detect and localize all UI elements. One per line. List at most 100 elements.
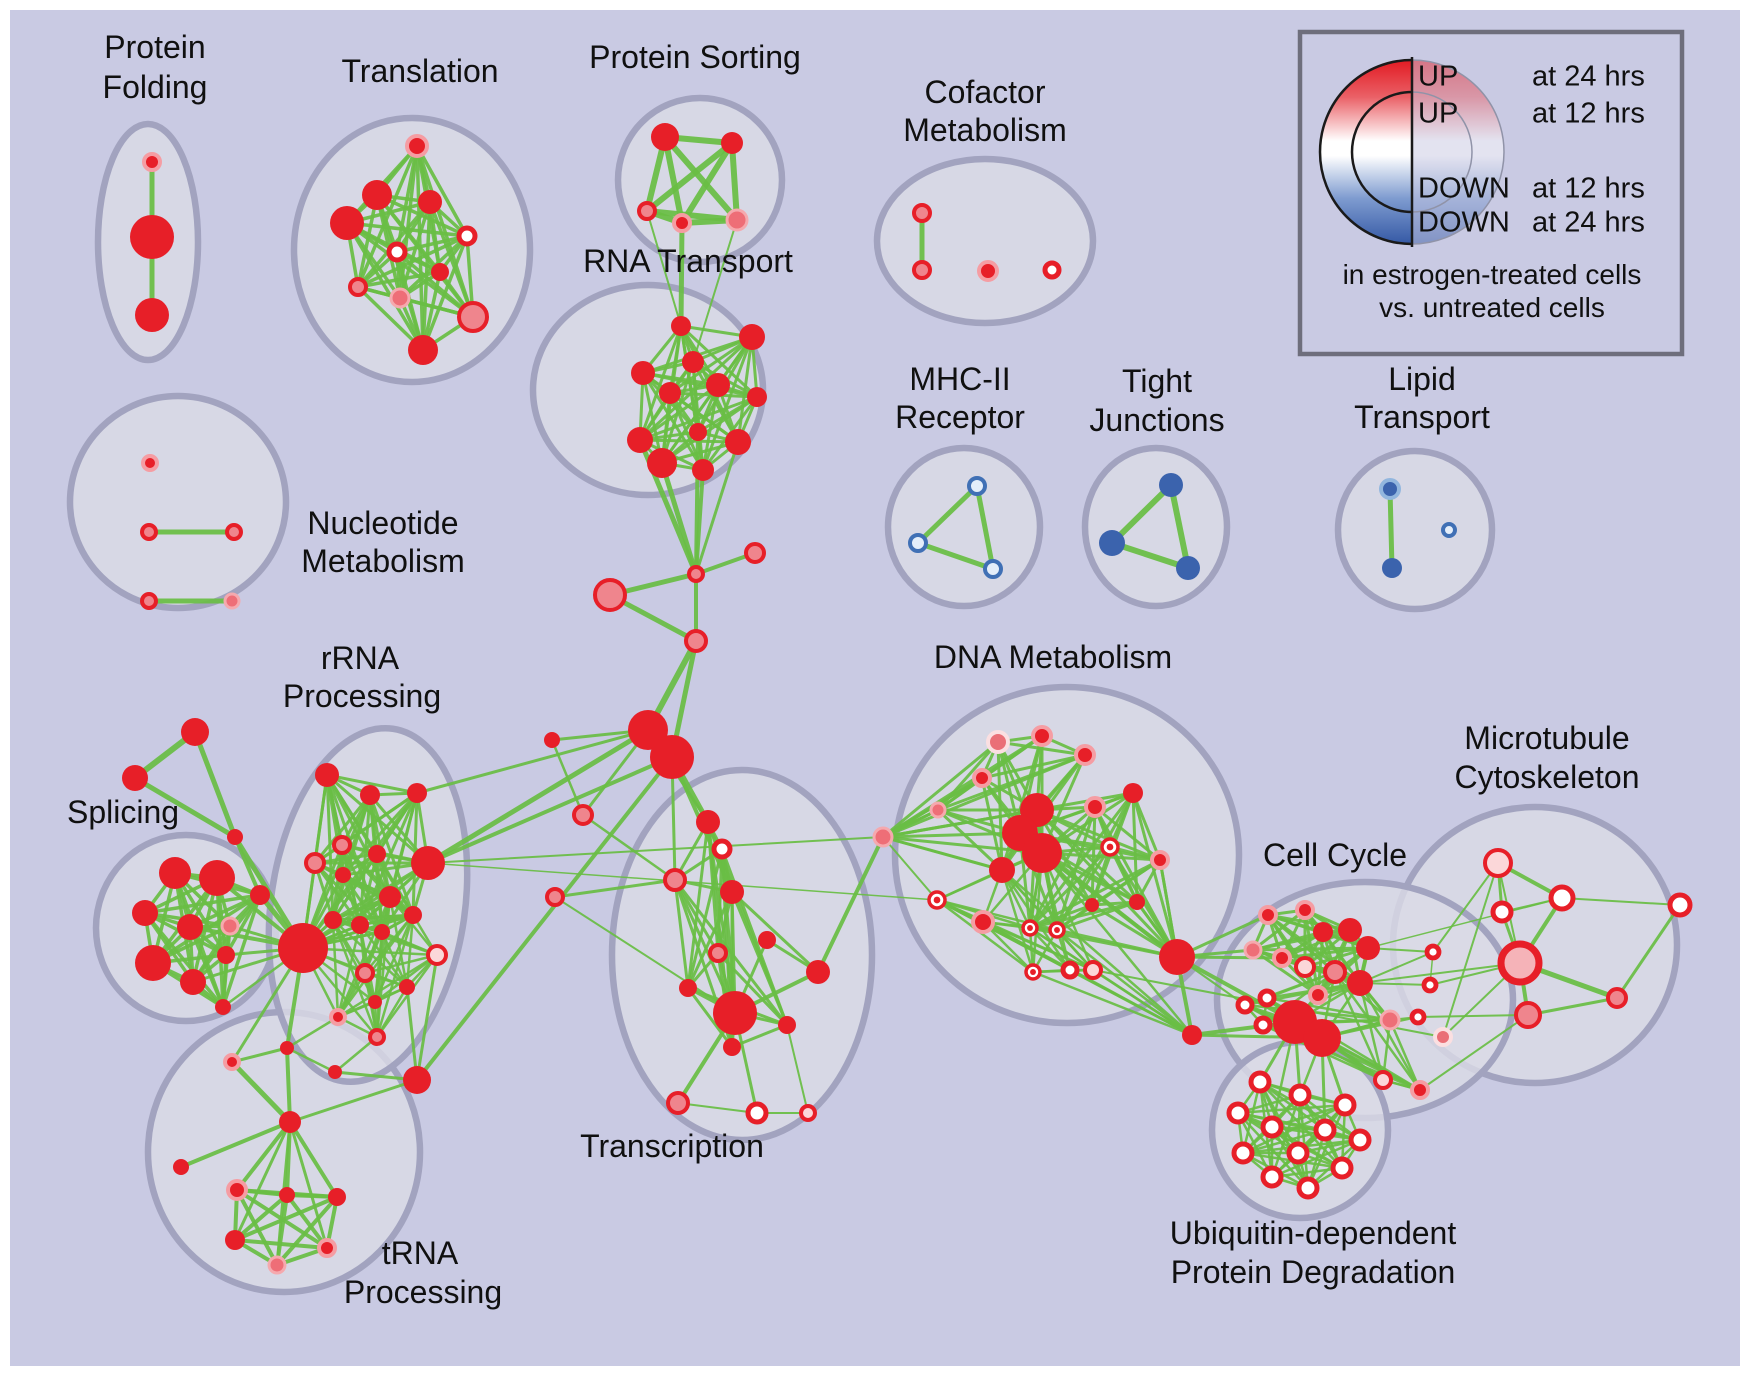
network-node[interactable]	[1382, 558, 1402, 578]
network-node[interactable]	[122, 765, 148, 791]
network-node[interactable]	[141, 454, 159, 472]
network-node[interactable]	[1129, 894, 1145, 910]
network-node[interactable]	[778, 1016, 796, 1034]
network-node[interactable]	[659, 382, 681, 404]
network-node[interactable]	[225, 523, 243, 541]
network-node[interactable]	[405, 134, 429, 158]
network-node[interactable]	[666, 1091, 690, 1115]
network-node[interactable]	[912, 260, 932, 280]
network-node[interactable]	[1123, 783, 1143, 803]
network-node[interactable]	[929, 801, 947, 819]
network-node[interactable]	[1409, 1008, 1427, 1026]
network-node[interactable]	[1424, 943, 1442, 961]
network-node[interactable]	[408, 335, 438, 365]
network-node[interactable]	[199, 860, 235, 896]
network-node[interactable]	[1022, 833, 1062, 873]
network-node[interactable]	[806, 960, 830, 984]
network-node[interactable]	[1074, 744, 1096, 766]
network-node[interactable]	[1159, 473, 1183, 497]
network-node[interactable]	[329, 1008, 347, 1026]
network-node[interactable]	[411, 846, 445, 880]
network-node[interactable]	[725, 208, 749, 232]
network-node[interactable]	[403, 1066, 431, 1094]
network-node[interactable]	[135, 945, 171, 981]
network-node[interactable]	[651, 123, 679, 151]
network-node[interactable]	[328, 1188, 346, 1206]
network-node[interactable]	[223, 592, 241, 610]
network-node[interactable]	[267, 1255, 287, 1275]
network-node[interactable]	[1253, 1015, 1273, 1035]
network-node[interactable]	[647, 448, 677, 478]
network-node[interactable]	[374, 924, 390, 940]
network-node[interactable]	[1182, 1025, 1202, 1045]
network-node[interactable]	[799, 1104, 817, 1122]
network-node[interactable]	[908, 533, 928, 553]
network-node[interactable]	[173, 1159, 189, 1175]
network-node[interactable]	[407, 783, 427, 803]
network-node[interactable]	[1060, 960, 1080, 980]
network-node[interactable]	[593, 578, 627, 612]
network-node[interactable]	[1272, 948, 1292, 968]
network-node[interactable]	[637, 201, 657, 221]
network-node[interactable]	[1379, 478, 1401, 500]
network-node[interactable]	[1313, 922, 1333, 942]
network-node[interactable]	[140, 592, 158, 610]
network-node[interactable]	[180, 969, 206, 995]
network-node[interactable]	[972, 768, 992, 788]
network-node[interactable]	[745, 1101, 769, 1125]
network-node[interactable]	[1288, 1083, 1312, 1107]
network-node[interactable]	[650, 735, 694, 779]
network-node[interactable]	[1084, 796, 1106, 818]
network-node[interactable]	[1257, 988, 1277, 1008]
network-node[interactable]	[362, 180, 392, 210]
network-node[interactable]	[739, 324, 765, 350]
network-node[interactable]	[723, 1038, 741, 1056]
network-node[interactable]	[687, 565, 705, 583]
network-node[interactable]	[404, 906, 422, 924]
network-node[interactable]	[159, 857, 191, 889]
network-node[interactable]	[130, 215, 174, 259]
network-node[interactable]	[1243, 940, 1263, 960]
network-node[interactable]	[721, 132, 743, 154]
network-node[interactable]	[1296, 1176, 1320, 1200]
network-node[interactable]	[1421, 976, 1439, 994]
network-node[interactable]	[418, 190, 442, 214]
network-node[interactable]	[280, 1041, 294, 1055]
network-node[interactable]	[456, 225, 478, 247]
network-node[interactable]	[967, 476, 987, 496]
network-node[interactable]	[1083, 960, 1103, 980]
network-node[interactable]	[684, 629, 708, 653]
network-node[interactable]	[912, 203, 932, 223]
network-node[interactable]	[140, 523, 158, 541]
network-node[interactable]	[1303, 1019, 1341, 1057]
network-node[interactable]	[379, 886, 401, 908]
network-node[interactable]	[220, 916, 240, 936]
network-node[interactable]	[1497, 940, 1543, 986]
network-node[interactable]	[1333, 1093, 1357, 1117]
network-node[interactable]	[457, 301, 489, 333]
network-node[interactable]	[1483, 848, 1513, 878]
network-node[interactable]	[983, 559, 1003, 579]
network-node[interactable]	[744, 542, 766, 564]
network-node[interactable]	[720, 880, 744, 904]
network-node[interactable]	[713, 991, 757, 1035]
network-node[interactable]	[399, 979, 415, 995]
network-node[interactable]	[1308, 985, 1328, 1005]
network-node[interactable]	[324, 911, 342, 929]
network-node[interactable]	[1260, 1165, 1284, 1189]
network-node[interactable]	[360, 785, 380, 805]
network-node[interactable]	[706, 373, 730, 397]
network-node[interactable]	[692, 459, 714, 481]
network-node[interactable]	[1606, 987, 1628, 1009]
network-node[interactable]	[545, 887, 565, 907]
network-node[interactable]	[1379, 1009, 1401, 1031]
network-node[interactable]	[689, 423, 707, 441]
network-node[interactable]	[279, 1187, 295, 1203]
network-node[interactable]	[1235, 995, 1255, 1015]
network-node[interactable]	[1260, 1115, 1284, 1139]
network-node[interactable]	[708, 943, 728, 963]
network-node[interactable]	[671, 316, 691, 336]
network-node[interactable]	[317, 1238, 337, 1258]
network-node[interactable]	[1258, 905, 1278, 925]
network-node[interactable]	[368, 845, 386, 863]
